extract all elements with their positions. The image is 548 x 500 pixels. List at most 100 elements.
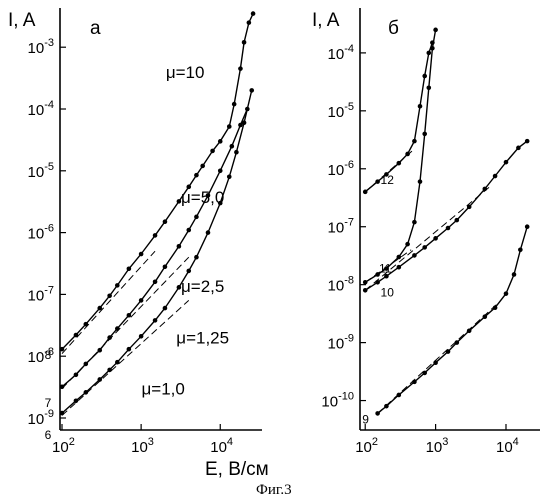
series-12: 12 [363, 40, 435, 194]
data-point [512, 272, 517, 277]
data-point [163, 264, 168, 269]
data-point [74, 333, 79, 338]
x-tick-base: 10 [426, 439, 443, 456]
series-line [365, 43, 432, 192]
mu-annotation: μ=10 [166, 63, 205, 82]
data-point [153, 318, 158, 323]
data-point [238, 66, 243, 71]
y-tick-base: 10 [328, 336, 345, 353]
series-label: 9 [362, 412, 369, 426]
x-tick-label: 103 [131, 436, 154, 456]
data-point [483, 314, 488, 319]
data-point [60, 384, 65, 389]
data-point [525, 139, 530, 144]
series-line [365, 30, 435, 282]
x-tick-label: 103 [426, 436, 449, 456]
data-point [422, 74, 427, 79]
y-tick-label: 10-6 [28, 223, 54, 243]
data-point [194, 255, 199, 260]
data-point [153, 279, 158, 284]
series-label: 7 [45, 396, 52, 410]
data-point [60, 411, 65, 416]
data-point [107, 368, 112, 373]
x-tick-exp: 2 [69, 436, 75, 448]
data-point [97, 306, 102, 311]
data-point [230, 144, 235, 149]
y-tick-label: 10-9 [328, 333, 354, 353]
x-tick-exp: 4 [513, 436, 519, 448]
panel-a-label: а [90, 18, 101, 39]
data-point [74, 398, 79, 403]
data-point [107, 293, 112, 298]
y-tick-label: 10-8 [328, 275, 354, 295]
series-10: 10 [363, 139, 530, 299]
data-point [418, 179, 423, 184]
x-tick-base: 10 [496, 439, 513, 456]
data-point [397, 265, 402, 270]
data-point [84, 322, 89, 327]
data-point [375, 179, 380, 184]
panel-b: I, A б 10210310410-1010-910-810-710-610-… [312, 8, 540, 456]
data-point [375, 280, 380, 285]
data-point [433, 236, 438, 241]
data-point [504, 291, 509, 296]
data-point [493, 174, 498, 179]
x-tick-exp: 2 [372, 436, 378, 448]
data-point [177, 244, 182, 249]
data-point [384, 404, 389, 409]
y-tick-label: 10-10 [321, 391, 354, 411]
data-point [418, 104, 423, 109]
data-point [516, 146, 521, 151]
x-tick-exp: 3 [442, 436, 448, 448]
series-7: 7 [45, 107, 250, 410]
data-point [454, 340, 459, 345]
data-point [397, 255, 402, 260]
x-tick-base: 10 [131, 439, 148, 456]
y-tick-exp: -7 [44, 284, 54, 296]
data-point [405, 152, 410, 157]
y-tick-base: 10 [28, 411, 45, 428]
y-tick-label: 10-3 [28, 37, 54, 57]
y-tick-base: 10 [28, 226, 45, 243]
fit-line [365, 186, 490, 290]
data-point [127, 347, 132, 352]
x-tick-base: 10 [355, 439, 372, 456]
data-point [107, 335, 112, 340]
data-point [518, 247, 523, 252]
data-point [422, 132, 427, 137]
data-point [433, 28, 438, 33]
data-point [363, 190, 368, 195]
y-tick-base: 10 [28, 349, 45, 366]
data-point [127, 313, 132, 318]
y-tick-exp: -9 [344, 333, 354, 345]
data-point [186, 228, 191, 233]
data-point [249, 88, 254, 93]
data-point [115, 283, 120, 288]
y-tick-label: 10-6 [328, 159, 354, 179]
data-point [397, 161, 402, 166]
mu-annotation: μ=1,0 [142, 380, 185, 399]
y-tick-exp: -4 [344, 43, 354, 55]
y-tick-exp: -7 [344, 217, 354, 229]
panel-a-plot: 876μ=10μ=5,0μ=2,5μ=1,25μ=1,0 [45, 11, 256, 442]
y-tick-exp: -5 [44, 161, 54, 173]
data-point [493, 305, 498, 310]
y-tick-label: 10-4 [328, 43, 354, 63]
data-point [139, 334, 144, 339]
panel-a-ylabel: I, A [8, 10, 36, 31]
data-point [194, 215, 199, 220]
data-point [467, 328, 472, 333]
panel-a-xlabel: E, В/см [205, 459, 269, 480]
data-point [412, 139, 417, 144]
x-tick-base: 10 [52, 439, 69, 456]
data-point [227, 124, 232, 129]
y-tick-base: 10 [28, 102, 45, 119]
data-point [525, 224, 530, 229]
data-point [84, 362, 89, 367]
data-point [422, 245, 427, 250]
data-point [483, 187, 488, 192]
series-label: 10 [381, 285, 395, 299]
panel-b-label: б [388, 18, 399, 39]
data-point [163, 306, 168, 311]
